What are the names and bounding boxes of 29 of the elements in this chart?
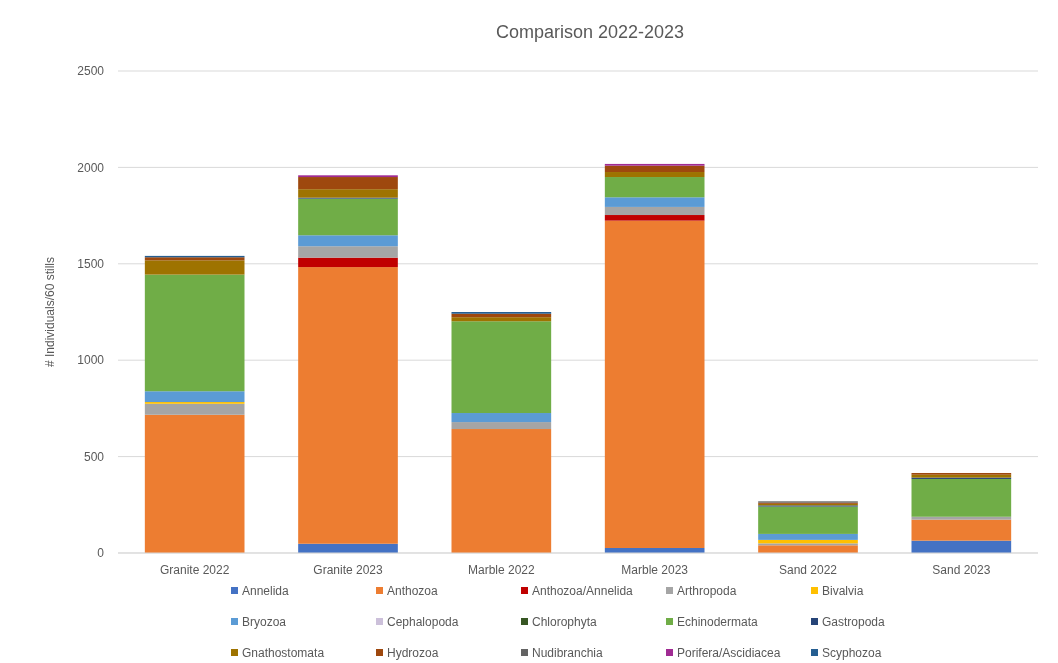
legend-label: Gnathostomata	[242, 646, 325, 661]
y-tick-label: 0	[97, 546, 105, 561]
legend-label: Chlorophyta	[532, 615, 598, 630]
legend-label: Annelida	[242, 584, 290, 599]
legend-label: Bivalvia	[822, 584, 864, 599]
legend-label: Gastropoda	[822, 615, 886, 630]
x-tick-label: Sand 2023	[932, 563, 991, 577]
y-tick-label: 500	[83, 449, 105, 464]
y-tick-label: 1500	[77, 257, 105, 271]
legend-label: Porifera/Ascidiacea	[677, 646, 781, 661]
legend-label: Cephalopoda	[387, 615, 459, 630]
legend-label: Bryozoa	[242, 615, 287, 630]
x-tick-label: Marble 2023	[621, 563, 689, 577]
legend-label: Arthropoda	[677, 584, 737, 599]
legend-label: Echinodermata	[677, 615, 759, 630]
y-axis-title: # Individuals/60 stills	[43, 256, 57, 368]
chart-title: Comparison 2022-2023	[495, 22, 685, 42]
legend-label: Hydrozoa	[387, 646, 439, 661]
x-tick-label: Granite 2023	[313, 563, 384, 577]
legend-label: Nudibranchia	[532, 646, 604, 661]
legend-label: Anthozoa	[387, 584, 439, 599]
x-tick-label: Granite 2022	[159, 563, 230, 577]
x-tick-label: Sand 2022	[778, 563, 838, 577]
legend-label: Scyphozoa	[822, 646, 882, 661]
y-tick-label: 2000	[77, 160, 105, 175]
y-tick-label: 2500	[77, 64, 105, 79]
legend-label: Anthozoa/Annelida	[532, 584, 634, 599]
x-tick-label: Marble 2022	[467, 563, 536, 577]
y-tick-label: 1000	[77, 353, 105, 368]
